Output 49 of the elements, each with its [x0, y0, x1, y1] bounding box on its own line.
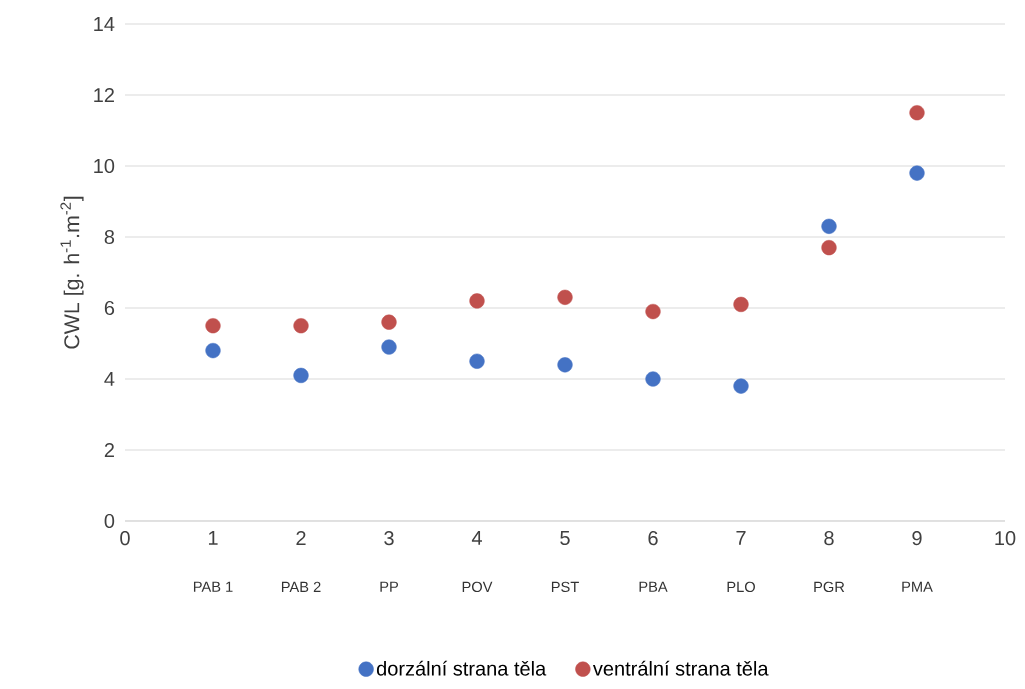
point: [381, 339, 397, 355]
y-tick-label: 8: [104, 229, 115, 245]
point: [205, 342, 221, 359]
y-tick-label: 0: [104, 513, 115, 529]
x-tick-label: 10: [995, 531, 1016, 546]
point: [469, 293, 485, 309]
point: [733, 296, 749, 313]
point: [909, 105, 925, 121]
text: PLO: [727, 581, 755, 593]
y-tick-label: 4: [104, 372, 115, 386]
point: [381, 314, 397, 330]
point: [821, 240, 837, 256]
x-tick-label: 2: [296, 531, 306, 545]
point: [645, 371, 661, 387]
y-tick-label: 12: [94, 88, 114, 102]
x-tick-label: 3: [384, 531, 394, 546]
point: [733, 378, 749, 394]
y-tick-label: 14: [94, 17, 115, 31]
text: PAB 2: [281, 581, 321, 592]
text: POV: [462, 581, 493, 593]
x-tick-label: 1: [208, 531, 218, 545]
x-tick-label: 9: [912, 531, 922, 546]
x-tick-label: 7: [736, 531, 746, 545]
x-tick-label: 6: [648, 531, 658, 546]
point: [293, 367, 309, 384]
x-tick-label: 8: [824, 531, 834, 546]
point: [293, 318, 309, 334]
text: PGR: [814, 581, 845, 593]
y-axis-title: CWL [g. h$^{-1}$.m$^{-2}$]: [60, 196, 84, 349]
text: PMA: [902, 581, 933, 592]
y-tick-label: 6: [104, 300, 115, 316]
text: PP: [380, 581, 399, 592]
text: PAB 1: [193, 581, 233, 592]
point: [557, 357, 573, 373]
point: [205, 318, 221, 334]
point: [821, 218, 837, 234]
point: [909, 165, 925, 181]
x-tick-label: 0: [120, 531, 130, 546]
point: [469, 353, 485, 369]
point: [645, 303, 661, 320]
x-tick-label: 4: [471, 531, 482, 545]
text: PST: [551, 581, 579, 593]
legend-label: ventrální strana těla: [592, 660, 769, 676]
y-tick-label: 2: [104, 443, 114, 457]
x-tick-label: 5: [560, 531, 570, 545]
y-tick-label: 10: [94, 158, 115, 174]
legend-label: dorzální strana těla: [376, 660, 547, 676]
point: [557, 289, 573, 305]
text: PBA: [639, 581, 668, 592]
